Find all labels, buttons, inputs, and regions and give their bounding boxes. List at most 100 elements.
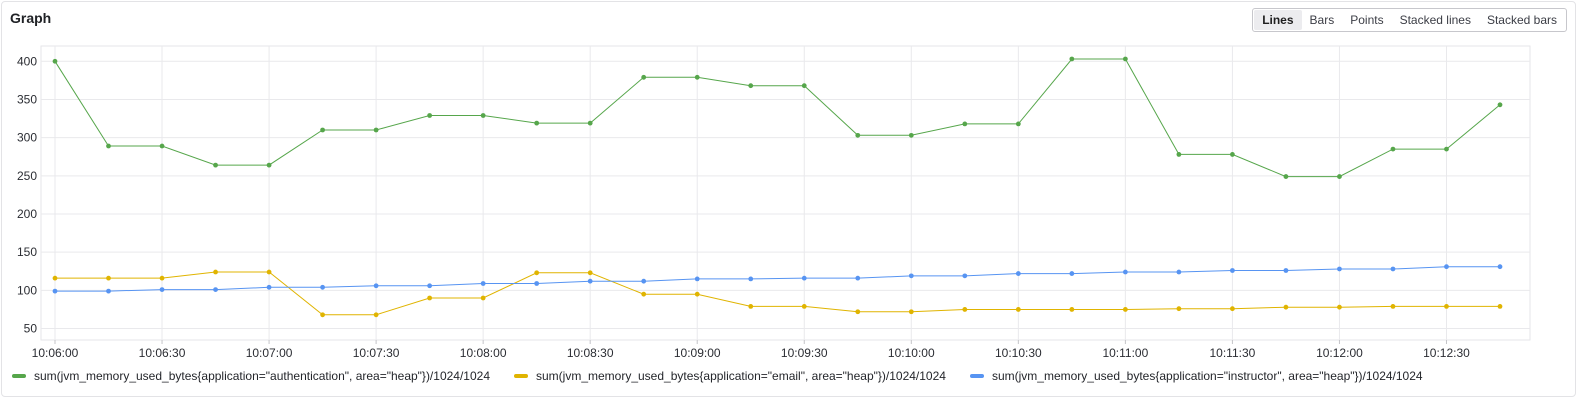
data-point [373, 283, 379, 289]
data-point [1176, 269, 1182, 275]
x-tick-label: 10:07:00 [246, 346, 293, 360]
y-tick-label: 400 [17, 54, 37, 68]
mode-points-button[interactable]: Points [1342, 10, 1391, 30]
data-point [1337, 266, 1342, 272]
data-point [587, 120, 593, 126]
y-tick-label: 250 [17, 169, 37, 183]
x-tick-label: 10:10:00 [888, 346, 935, 360]
data-point [1390, 146, 1396, 152]
data-point [1337, 174, 1342, 179]
x-tick-label: 10:09:00 [674, 346, 721, 360]
data-point [1069, 307, 1075, 312]
x-tick-label: 10:11:30 [1209, 346, 1255, 360]
data-point [1283, 174, 1289, 179]
data-point [962, 307, 968, 312]
x-tick-label: 10:12:30 [1423, 346, 1470, 360]
data-point [962, 121, 968, 127]
x-tick-label: 10:06:00 [32, 346, 79, 360]
data-point [801, 275, 807, 281]
data-point [427, 295, 433, 301]
legend-item-authentication[interactable]: sum(jvm_memory_used_bytes{application="a… [12, 369, 490, 383]
data-point [266, 162, 272, 168]
data-point [908, 273, 914, 279]
panel-title: Graph [10, 10, 52, 26]
data-point [534, 270, 540, 276]
data-point [373, 127, 379, 133]
data-point [159, 275, 165, 281]
data-point [641, 74, 647, 80]
x-tick-label: 10:09:30 [781, 346, 828, 360]
data-point [801, 304, 807, 309]
data-point [1015, 121, 1021, 127]
data-point [213, 269, 218, 275]
data-point [1497, 264, 1503, 270]
x-tick-label: 10:08:00 [460, 346, 507, 360]
data-point [1497, 304, 1503, 309]
data-point [1230, 268, 1235, 273]
data-point [1444, 146, 1449, 152]
data-point [855, 132, 861, 138]
data-point [1122, 56, 1128, 62]
y-tick-label: 100 [17, 283, 37, 297]
x-tick-label: 10:06:30 [139, 346, 186, 360]
data-point [52, 288, 58, 294]
data-point [213, 162, 218, 168]
data-point [106, 275, 111, 281]
data-point [427, 113, 433, 118]
data-point [213, 287, 218, 292]
data-point [1497, 102, 1503, 108]
data-point [534, 281, 540, 286]
data-point [748, 276, 754, 282]
data-point [855, 309, 861, 315]
legend-item-email[interactable]: sum(jvm_memory_used_bytes{application="e… [514, 369, 946, 383]
data-point [52, 58, 58, 64]
mode-lines-button[interactable]: Lines [1254, 10, 1302, 30]
mode-stacked-lines-button[interactable]: Stacked lines [1392, 10, 1479, 30]
data-point [320, 312, 325, 318]
data-point [1176, 306, 1182, 312]
y-tick-label: 300 [17, 131, 37, 145]
y-tick-label: 150 [17, 245, 37, 259]
mode-bars-button[interactable]: Bars [1302, 10, 1343, 30]
data-point [908, 309, 914, 315]
data-point [106, 143, 111, 149]
data-point [1230, 152, 1235, 157]
data-point [1069, 56, 1075, 62]
data-point [748, 83, 754, 89]
data-point [480, 295, 486, 301]
data-point [1015, 271, 1021, 276]
data-point [1283, 304, 1289, 310]
data-point [1176, 152, 1182, 157]
data-point [1283, 268, 1289, 273]
x-tick-label: 10:11:00 [1102, 346, 1148, 360]
data-point [694, 74, 700, 80]
data-point [427, 283, 433, 289]
data-point [855, 275, 861, 281]
data-point [320, 127, 325, 133]
mode-stacked-bars-button[interactable]: Stacked bars [1479, 10, 1565, 30]
legend-label: sum(jvm_memory_used_bytes{application="a… [34, 369, 490, 383]
legend-label: sum(jvm_memory_used_bytes{application="i… [991, 369, 1423, 383]
chart-legend: sum(jvm_memory_used_bytes{application="a… [12, 369, 1423, 383]
data-point [52, 275, 58, 281]
data-point [159, 287, 165, 292]
series-line-1 [55, 271, 1500, 316]
series-line-2 [55, 266, 1500, 292]
x-tick-label: 10:08:30 [567, 346, 614, 360]
data-point [266, 269, 272, 275]
legend-item-instructor[interactable]: sum(jvm_memory_used_bytes{application="i… [969, 369, 1423, 383]
data-point [159, 143, 165, 149]
data-point [1069, 271, 1075, 276]
data-point [1337, 304, 1342, 310]
data-point [587, 270, 593, 276]
data-point [106, 288, 111, 294]
data-point [1230, 306, 1235, 312]
series-line-0 [54, 58, 1501, 178]
x-tick-label: 10:07:30 [353, 346, 400, 360]
y-tick-label: 350 [17, 92, 37, 106]
data-point [266, 284, 272, 290]
y-tick-label: 200 [17, 207, 37, 221]
data-point [694, 291, 700, 297]
